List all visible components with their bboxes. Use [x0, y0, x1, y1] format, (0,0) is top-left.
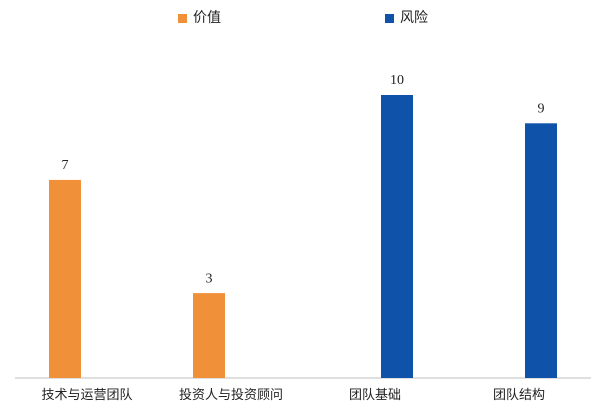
- bar: [49, 179, 81, 378]
- data-label: 9: [538, 102, 545, 117]
- bar: [381, 95, 413, 378]
- data-label: 7: [62, 158, 69, 173]
- bar: [525, 123, 557, 378]
- x-tick-label: 投资人与投资顾问: [179, 387, 283, 402]
- bar: [193, 293, 225, 378]
- legend-label: 价值: [193, 10, 221, 26]
- legend-swatch: [385, 14, 394, 23]
- x-tick-label: 团队基础: [349, 387, 401, 402]
- legend-label: 风险: [400, 10, 428, 26]
- legend-swatch: [178, 14, 187, 23]
- data-label: 10: [390, 73, 404, 88]
- x-tick-label: 团队结构: [493, 387, 545, 402]
- data-label: 3: [206, 271, 213, 286]
- x-tick-label: 技术与运营团队: [41, 387, 132, 402]
